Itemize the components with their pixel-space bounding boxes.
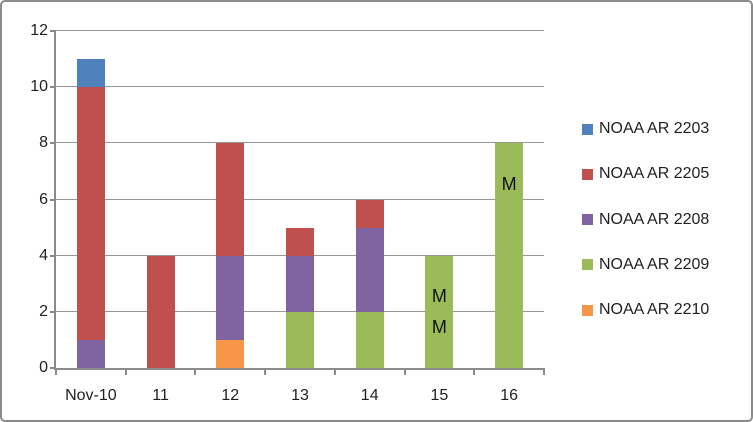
legend-label: NOAA AR 2203 (599, 120, 710, 137)
x-axis-tick (333, 368, 336, 375)
bar-segment-noaa-ar-2205-14 (355, 199, 384, 228)
y-axis-tick (50, 367, 56, 369)
x-axis-tick (403, 368, 406, 375)
legend-item-noaa-ar-2210: NOAA AR 2210 (582, 300, 709, 320)
y-axis-label: 10 (30, 78, 48, 96)
bar-segment-noaa-ar-2209-14 (355, 311, 384, 368)
x-axis-label: 15 (430, 387, 449, 404)
x-axis-label: 13 (291, 387, 309, 404)
legend-label: NOAA AR 2205 (599, 165, 710, 183)
x-axis-tick (543, 368, 545, 375)
legend-label: NOAA AR 2210 (599, 301, 710, 319)
x-axis-tick (194, 368, 197, 375)
x-axis-tick (264, 368, 267, 375)
bar-segment-noaa-ar-2209-15 (425, 255, 454, 368)
y-axis-tick (50, 30, 56, 32)
legend-swatch (582, 259, 593, 271)
bar-segment-noaa-ar-2208-13 (286, 255, 314, 312)
x-axis-line (54, 368, 544, 370)
y-axis-tick (50, 198, 56, 201)
gridline (56, 86, 544, 88)
annotation-m-label: M (431, 317, 447, 338)
bar-segment-noaa-ar-2205-12 (216, 143, 245, 256)
bar-segment-noaa-ar-2205-nov-10 (76, 87, 105, 340)
legend-item-noaa-ar-2205: NOAA AR 2205 (582, 164, 709, 184)
y-axis-label: 12 (30, 22, 48, 39)
y-axis-label: 2 (39, 302, 48, 320)
gridline (56, 198, 544, 200)
bar-segment-noaa-ar-2205-13 (286, 227, 314, 256)
legend-swatch (582, 168, 593, 180)
legend-swatch (582, 214, 593, 226)
legend-swatch (582, 304, 593, 316)
x-axis-label: Nov-10 (65, 387, 117, 404)
x-axis-tick (473, 368, 476, 375)
bar-segment-noaa-ar-2203-nov-10 (76, 59, 105, 88)
y-axis-label: 0 (39, 359, 48, 376)
bar-segment-noaa-ar-2208-14 (355, 227, 384, 312)
y-axis-line (54, 31, 56, 370)
gridline (56, 142, 544, 144)
x-axis-label: 12 (221, 387, 240, 404)
x-axis-tick (55, 368, 57, 375)
bar-segment-noaa-ar-2208-12 (216, 255, 245, 340)
y-axis-tick (50, 86, 56, 89)
legend-label: NOAA AR 2209 (599, 255, 710, 273)
y-axis-label: 4 (39, 246, 48, 264)
x-axis-tick (124, 368, 127, 375)
legend-item-noaa-ar-2203: NOAA AR 2203 (582, 119, 709, 139)
bar-segment-noaa-ar-2209-16 (495, 143, 524, 368)
annotation-m-label: M (431, 286, 447, 307)
bar-segment-noaa-ar-2209-13 (286, 311, 314, 368)
y-axis-tick (50, 142, 56, 145)
legend-swatch (582, 123, 593, 135)
annotation-m-label: M (501, 174, 517, 195)
legend-item-noaa-ar-2209: NOAA AR 2209 (582, 255, 709, 275)
bar-segment-noaa-ar-2210-12 (216, 339, 245, 368)
legend-label: NOAA AR 2208 (599, 210, 710, 228)
x-axis-label: 16 (500, 387, 519, 404)
y-axis-tick (50, 254, 56, 257)
y-axis-label: 8 (39, 134, 48, 152)
y-axis-label: 6 (39, 190, 48, 208)
x-axis-label: 14 (360, 387, 379, 404)
y-axis-tick (50, 310, 56, 313)
bar-segment-noaa-ar-2208-nov-10 (76, 339, 105, 368)
legend-item-noaa-ar-2208: NOAA AR 2208 (582, 210, 709, 230)
x-axis-label: 11 (152, 387, 169, 404)
bar-segment-noaa-ar-2205-11 (146, 255, 175, 368)
gridline (56, 30, 544, 31)
